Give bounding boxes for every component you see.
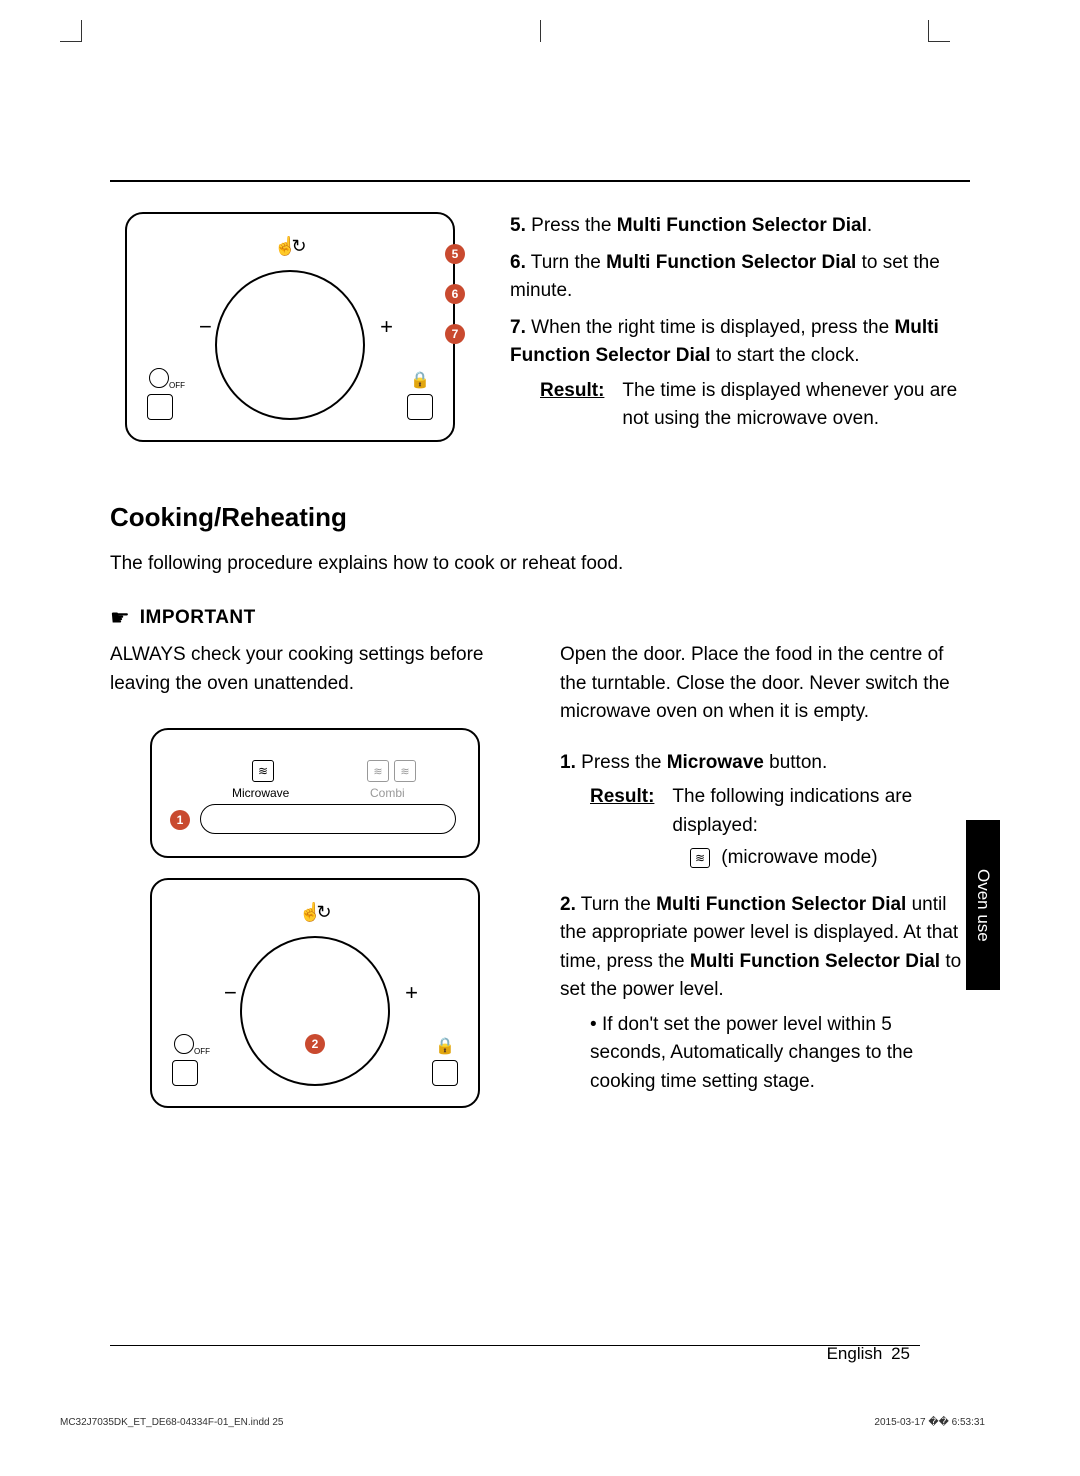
result-row: Result: The following indications are di… [590,783,970,840]
plus-icon: + [405,980,418,1006]
step-text: Turn the [531,252,606,273]
lock-button-icon [407,394,433,420]
off-label: OFF [194,1047,210,1056]
lock-icon: 🔒 [410,370,430,390]
result-text: The following indications are displayed: [672,783,970,840]
section-heading: Cooking/Reheating [110,502,970,533]
footer-timestamp: 2015-03-17 �� 6:53:31 [874,1417,985,1428]
step-bold: Multi Function Selector Dial [617,215,867,236]
crop-mark [540,20,541,42]
step-text: Press the [581,752,667,773]
minus-icon: − [199,314,212,340]
clock-icon: ↻ [292,236,307,257]
step-bubble-5: 5 [445,244,465,264]
step-bold: Microwave [667,752,764,773]
section-intro: The following procedure explains how to … [110,553,970,575]
step-num: 5. [510,215,526,236]
step-num: 2. [560,894,576,915]
important-left-text: ALWAYS check your cooking settings befor… [110,641,520,698]
pointer-icon: ☛ [110,605,130,631]
step-text: button. [764,752,827,773]
step-text: to start the clock. [711,345,860,366]
microwave-mode-icon: ≋ [690,848,710,868]
microwave-mode-line: ≋ (microwave mode) [690,844,970,873]
combi-icon: ≋ [367,760,389,782]
side-tab: Oven use [966,820,1000,990]
minus-icon: − [224,980,237,1006]
result-label: Result: [590,783,654,840]
result-text: The time is displayed whenever you are n… [622,377,970,434]
combi-label: Combi [370,786,405,800]
step-2: 2. Turn the Multi Function Selector Dial… [560,891,970,1097]
step-5: 5. Press the Multi Function Selector Dia… [510,212,970,241]
step-text: . [867,215,872,236]
result-row: Result: The time is displayed whenever y… [540,377,970,434]
result-label: Result: [540,377,604,434]
microwave-mode-icon: ≋ [252,760,274,782]
button-panel-diagram: ≋ ≋ ≋ Microwave Combi 1 [150,728,480,858]
step-bubble-6: 6 [445,284,465,304]
crop-mark [60,20,82,42]
button-bar [200,804,456,834]
combi-icon: ≋ [394,760,416,782]
microwave-label: Microwave [232,786,289,800]
top-rule [110,180,970,182]
step-2-sub-bullet: If don't set the power level within 5 se… [590,1011,970,1097]
step-num: 1. [560,752,576,773]
step-text: Press the [531,215,617,236]
important-header: ☛ IMPORTANT [110,605,970,631]
step-bubble-1: 1 [170,810,190,830]
off-button-icon [147,394,173,420]
dial-diagram-bottom: ☝ ↻ − + OFF 🔒 2 [150,878,480,1108]
step-6: 6. Turn the Multi Function Selector Dial… [510,249,970,306]
microwave-mode-text: (microwave mode) [721,847,877,868]
off-button-icon [172,1060,198,1086]
step-num: 6. [510,252,526,273]
step-bold: Multi Function Selector Dial [606,252,856,273]
footer-rule [110,1345,920,1346]
crop-mark [928,20,950,42]
important-right-text: Open the door. Place the food in the cen… [560,641,970,727]
footer-filename: MC32J7035DK_ET_DE68-04334F-01_EN.indd 25 [60,1417,283,1428]
step-text: When the right time is displayed, press … [531,317,894,338]
off-label: OFF [169,381,185,390]
dial-diagram-top: ☝ ↻ − + OFF 🔒 5 6 7 [125,212,455,442]
dial-circle [240,936,390,1086]
step-7: 7. When the right time is displayed, pre… [510,314,970,434]
lock-icon: 🔒 [435,1036,455,1056]
important-title: IMPORTANT [140,607,256,629]
step-text: Turn the [581,894,656,915]
footer-language: English 25 [827,1344,910,1364]
plus-icon: + [380,314,393,340]
step-bubble-2: 2 [305,1034,325,1054]
step-bubble-7: 7 [445,324,465,344]
footer-page-number: 25 [891,1344,910,1363]
footer-lang-text: English [827,1344,883,1363]
step-bold: Multi Function Selector Dial [690,951,940,972]
step-bold: Multi Function Selector Dial [656,894,906,915]
dial-circle [215,270,365,420]
step-num: 7. [510,317,526,338]
step-1: 1. Press the Microwave button. Result: T… [560,749,970,873]
lock-button-icon [432,1060,458,1086]
clock-icon: ↻ [317,902,332,923]
